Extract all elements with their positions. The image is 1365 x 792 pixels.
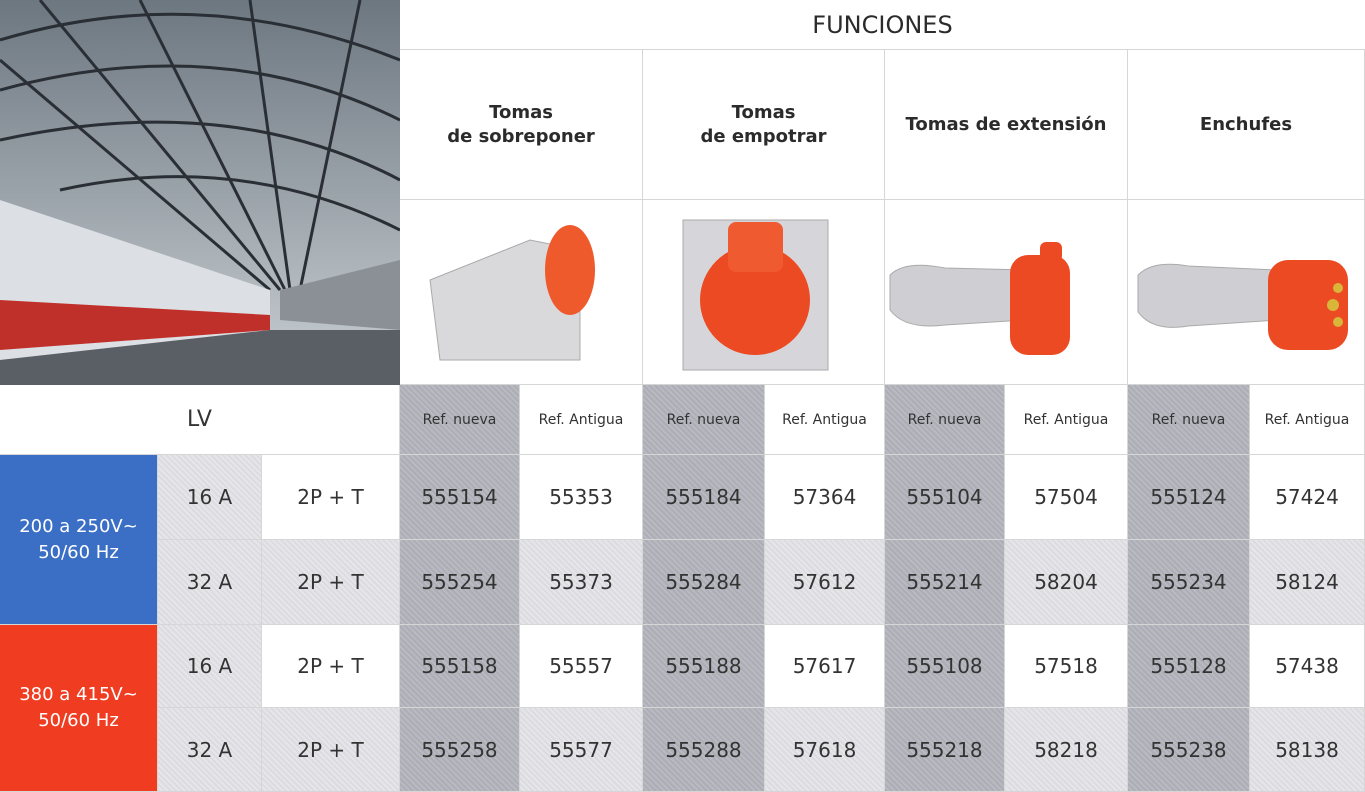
reference: 58138 xyxy=(1250,708,1365,792)
reference: 555284 xyxy=(643,540,765,625)
reference: 555214 xyxy=(885,540,1005,625)
sub-header: Ref. Antigua xyxy=(1250,385,1365,455)
reference: 58124 xyxy=(1250,540,1365,625)
reference: 555158 xyxy=(400,625,520,708)
extension-socket xyxy=(889,242,1070,355)
current: 32 A xyxy=(158,540,262,625)
sub-header: Ref. nueva xyxy=(643,385,765,455)
reference: 57518 xyxy=(1005,625,1128,708)
station-photo xyxy=(0,0,400,385)
reference: 555108 xyxy=(885,625,1005,708)
current: 16 A xyxy=(158,625,262,708)
reference: 555128 xyxy=(1128,625,1250,708)
reference: 57618 xyxy=(765,708,885,792)
reference: 555124 xyxy=(1128,455,1250,540)
reference: 57612 xyxy=(765,540,885,625)
sub-header: Ref. nueva xyxy=(400,385,520,455)
poles: 2P + T xyxy=(262,625,400,708)
sub-header: Ref. Antigua xyxy=(1005,385,1128,455)
reference: 555238 xyxy=(1128,708,1250,792)
reference: 555188 xyxy=(643,625,765,708)
image-cell xyxy=(400,200,643,385)
reference: 57364 xyxy=(765,455,885,540)
title: FUNCIONES xyxy=(400,0,1365,50)
sub-header: Ref. nueva xyxy=(885,385,1005,455)
image-cell xyxy=(643,200,885,385)
poles: 2P + T xyxy=(262,455,400,540)
sub-header: Ref. nueva xyxy=(1128,385,1250,455)
poles: 2P + T xyxy=(262,708,400,792)
lv-label: LV xyxy=(0,385,400,455)
reference: 555288 xyxy=(643,708,765,792)
reference: 57438 xyxy=(1250,625,1365,708)
image-cell xyxy=(1128,200,1365,385)
reference: 57504 xyxy=(1005,455,1128,540)
sub-header: Ref. Antigua xyxy=(520,385,643,455)
column-header: Tomas de extensión xyxy=(885,50,1128,200)
reference: 555104 xyxy=(885,455,1005,540)
column-header: Tomas de sobreponer xyxy=(400,50,643,200)
reference: 555258 xyxy=(400,708,520,792)
reference: 555218 xyxy=(885,708,1005,792)
reference: 55557 xyxy=(520,625,643,708)
plug xyxy=(1137,260,1348,350)
reference: 55373 xyxy=(520,540,643,625)
poles: 2P + T xyxy=(262,540,400,625)
reference: 57617 xyxy=(765,625,885,708)
reference: 55353 xyxy=(520,455,643,540)
reference: 55577 xyxy=(520,708,643,792)
reference: 58218 xyxy=(1005,708,1128,792)
reference: 58204 xyxy=(1005,540,1128,625)
image-cell xyxy=(885,200,1128,385)
product-images xyxy=(429,219,1348,371)
reference: 555184 xyxy=(643,455,765,540)
reference: 555154 xyxy=(400,455,520,540)
panel-socket xyxy=(682,219,829,371)
voltage: 200 a 250V~ 50/60 Hz xyxy=(0,455,158,625)
column-header: Enchufes xyxy=(1128,50,1365,200)
reference: 555254 xyxy=(400,540,520,625)
current: 16 A xyxy=(158,455,262,540)
reference: 555234 xyxy=(1128,540,1250,625)
reference: 57424 xyxy=(1250,455,1365,540)
surface-socket xyxy=(429,225,595,361)
current: 32 A xyxy=(158,708,262,792)
voltage: 380 a 415V~ 50/60 Hz xyxy=(0,625,158,792)
column-header: Tomas de empotrar xyxy=(643,50,885,200)
sub-header: Ref. Antigua xyxy=(765,385,885,455)
